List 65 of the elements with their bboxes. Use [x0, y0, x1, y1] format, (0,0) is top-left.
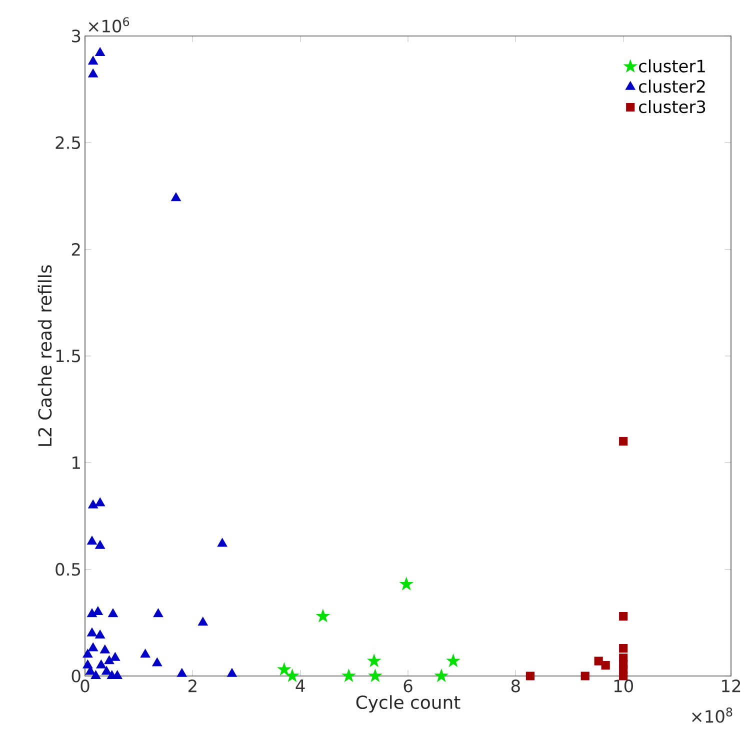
point	[153, 608, 164, 618]
point	[171, 192, 181, 202]
point	[368, 654, 380, 666]
point	[88, 56, 98, 65]
point	[177, 668, 187, 677]
point	[619, 612, 628, 621]
point	[342, 670, 355, 682]
point	[286, 670, 298, 682]
y-tick-label: 0	[72, 670, 80, 682]
x-tick-label: 2	[188, 680, 196, 692]
y-tick-label: 2.5	[56, 136, 80, 150]
point	[601, 661, 610, 670]
x-axis-title: Cycle count	[356, 695, 460, 713]
y-tick-label: 2	[72, 243, 80, 256]
x-tick-label: 12	[722, 680, 740, 692]
legend-label: cluster1	[639, 59, 705, 72]
point	[102, 666, 112, 675]
point	[82, 649, 93, 658]
x-tick-label: 10	[614, 680, 633, 692]
point	[93, 606, 103, 615]
point	[110, 652, 120, 661]
point	[87, 536, 97, 545]
point	[447, 654, 460, 666]
point	[594, 656, 603, 666]
text: ×10$^{6}$	[88, 17, 130, 32]
point	[90, 670, 101, 679]
point	[316, 610, 330, 622]
point	[95, 498, 105, 506]
point	[88, 500, 98, 508]
point	[96, 660, 106, 668]
y-tick-label: 0.5	[56, 562, 80, 576]
point	[619, 644, 628, 653]
point	[95, 540, 105, 549]
x-tick-label: 8	[511, 680, 520, 692]
point	[435, 670, 448, 682]
point	[368, 670, 382, 682]
y-tick-label: 1	[72, 456, 80, 469]
point	[278, 663, 290, 675]
point	[580, 672, 590, 680]
point	[400, 578, 413, 590]
point	[217, 538, 228, 547]
point	[227, 668, 237, 677]
point	[108, 608, 118, 618]
point	[82, 660, 93, 668]
x-tick-label: 6	[404, 680, 412, 692]
point	[619, 437, 628, 446]
point	[88, 642, 98, 652]
point	[104, 656, 114, 664]
legend-label: cluster3	[639, 100, 706, 114]
point	[152, 658, 162, 666]
point	[88, 68, 98, 78]
legend-label: cluster2	[639, 80, 705, 93]
point	[100, 644, 110, 654]
x-tick-label: 0	[80, 680, 90, 692]
y-axis-title: L2 Cache read refills	[38, 265, 52, 446]
text: ×10$^{8}$	[692, 708, 732, 723]
point	[87, 628, 97, 636]
x-tick-label: 4	[296, 680, 305, 692]
point	[95, 48, 105, 56]
point	[198, 617, 208, 626]
point	[526, 672, 535, 680]
point	[95, 630, 105, 638]
point	[140, 649, 150, 658]
y-tick-label: 3	[72, 30, 80, 42]
y-tick-label: 1.5	[56, 350, 80, 362]
